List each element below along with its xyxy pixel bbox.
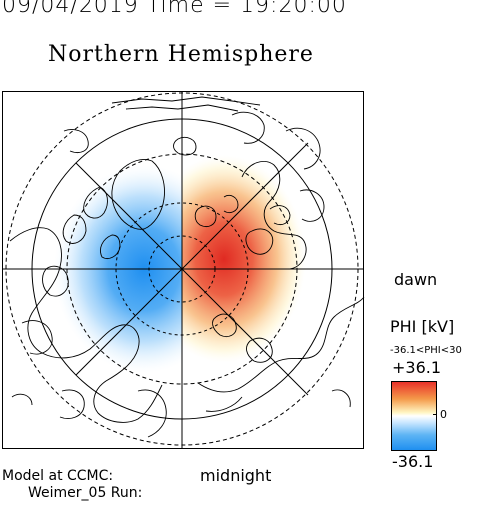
model-label: Model at CCMC: [2,468,114,484]
colorbar-max-label: +36.1 [392,358,442,377]
model-name: Weimer_05 Run: [28,485,143,501]
colorbar-title: PHI [kV] [390,317,455,336]
positive-potential-cell [182,155,306,363]
colorbar [391,381,437,451]
meridian-diagonal-2 [75,142,309,376]
dawn-label: dawn [394,270,438,289]
colorbar-min-label: -36.1 [392,452,434,471]
coastlines [9,96,365,438]
midnight-label: midnight [200,466,272,485]
page-title: Northern Hemisphere [48,42,314,67]
meridian-diagonal-1 [75,162,309,396]
datetime-text: 09/04/2019 Time = 19:20:00 [2,0,347,18]
polar-map [2,91,365,449]
colorbar-mid-label: 0 [440,408,447,421]
colorbar-zero-tick [433,414,437,415]
colorbar-range: -36.1<PHI<30 [390,346,462,356]
